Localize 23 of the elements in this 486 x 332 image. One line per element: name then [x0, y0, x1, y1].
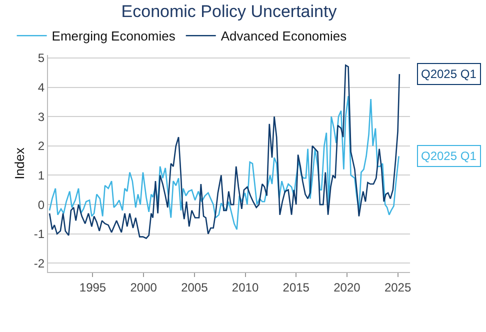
y-tick-label: -1: [34, 227, 45, 242]
y-tick-label: -2: [34, 256, 45, 270]
legend-label: Advanced Economies: [220, 28, 348, 44]
line-series: [48, 64, 400, 239]
x-tick-label: 2010: [232, 280, 259, 294]
y-tick-label: 3: [38, 110, 45, 124]
x-tick-label: 2020: [334, 280, 361, 294]
x-tick-label: 2015: [282, 280, 310, 294]
y-axis-title: Index: [12, 147, 27, 180]
legend-label: Emerging Economies: [52, 28, 176, 44]
annotation: Q2025 Q1: [421, 149, 477, 163]
x-tick-label: 2025: [384, 280, 412, 294]
y-tick-label: 5: [38, 51, 45, 66]
y-tick-label: 2: [38, 139, 45, 154]
x-tick-label: 2005: [181, 280, 208, 294]
y-tick-label: 4: [38, 80, 45, 94]
y-tick-label: 0: [38, 198, 45, 212]
y-tick-label: 1: [38, 168, 45, 182]
annotation: Q2025 Q1: [421, 67, 477, 81]
chart-title: Economic Policy Uncertainty: [121, 2, 338, 21]
x-tick-label: 1995: [79, 280, 106, 294]
x-tick-label: 2000: [130, 280, 158, 294]
line-series: [48, 95, 400, 230]
